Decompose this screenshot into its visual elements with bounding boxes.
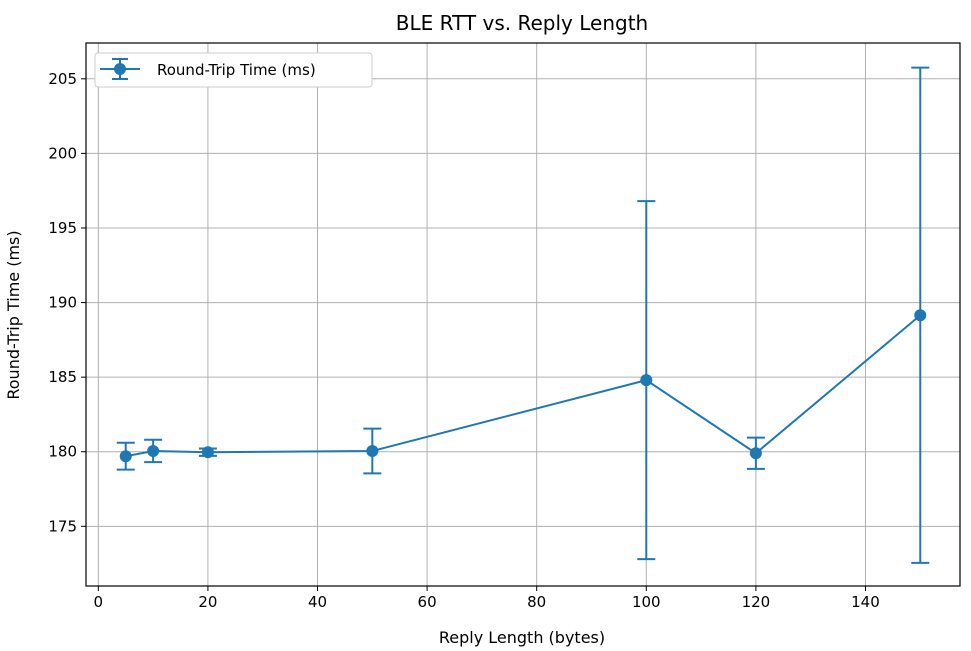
legend-label: Round-Trip Time (ms) [157, 61, 316, 79]
data-point [201, 446, 214, 459]
data-point [640, 374, 653, 387]
x-tick-label: 0 [94, 593, 104, 611]
legend-dot [114, 63, 126, 75]
data-point [914, 309, 927, 322]
x-tick-label: 60 [418, 593, 437, 611]
y-axis-label: Round-Trip Time (ms) [4, 230, 23, 399]
legend: Round-Trip Time (ms) [94, 52, 373, 88]
x-tick-label: 40 [308, 593, 327, 611]
axis-ticks: 0 20 40 60 80 100 120 140 175 180 185 190 195 200 205 [48, 70, 879, 611]
y-tick-label: 200 [48, 144, 77, 162]
x-axis-label: Reply Length (bytes) [439, 628, 605, 647]
plot-frame [85, 42, 961, 587]
data-point [119, 450, 132, 463]
data-point [147, 444, 160, 457]
x-tick-label: 140 [851, 593, 880, 611]
x-tick-label: 120 [742, 593, 771, 611]
data-point [749, 447, 762, 460]
plot-data [116, 66, 930, 564]
y-tick-label: 195 [48, 219, 77, 237]
legend-box [94, 52, 373, 88]
series-line [125, 314, 921, 458]
y-tick-label: 180 [48, 443, 77, 461]
y-tick-label: 185 [48, 368, 77, 386]
chart-title: BLE RTT vs. Reply Length [396, 11, 648, 35]
y-tick-label: 190 [48, 294, 77, 312]
y-tick-label: 175 [48, 517, 77, 535]
data-point [366, 444, 379, 457]
grid [86, 43, 960, 586]
y-tick-label: 205 [48, 70, 77, 88]
legend-marker [100, 58, 140, 80]
x-tick-label: 20 [198, 593, 217, 611]
x-tick-label: 100 [632, 593, 661, 611]
x-tick-label: 80 [527, 593, 546, 611]
